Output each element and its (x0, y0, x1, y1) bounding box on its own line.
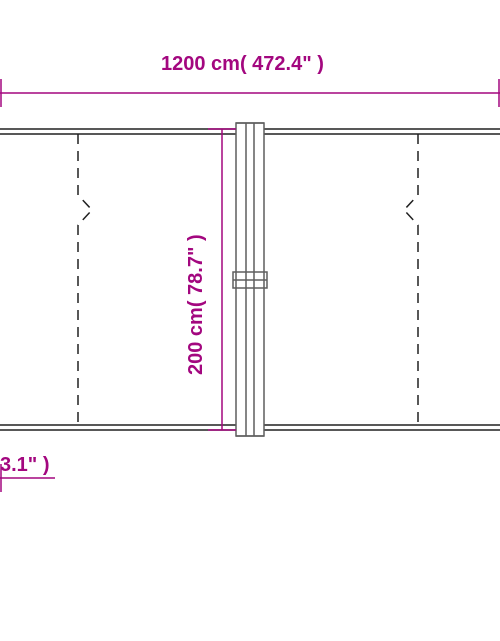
partial-dimension-label: 3.1" ) (0, 454, 50, 477)
width-dimension-label: 1200 cm( 472.4" ) (161, 53, 324, 76)
height-dimension-label: 200 cm( 78.7" ) (185, 234, 208, 375)
dimension-diagram (0, 0, 500, 641)
